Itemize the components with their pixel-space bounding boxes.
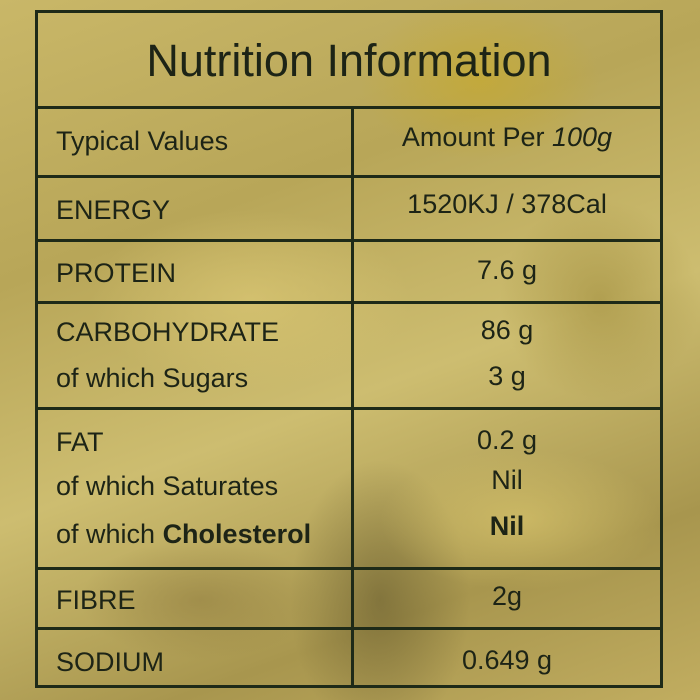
- row-label: PROTEIN: [56, 258, 177, 288]
- row-sub-label: of which Saturates: [56, 471, 279, 501]
- table-row-fibre: FIBRE 2g: [38, 567, 660, 628]
- row-label: FIBRE: [56, 585, 136, 615]
- header-amount-prefix: Amount Per: [401, 122, 552, 152]
- row-label: FAT: [56, 427, 104, 457]
- table-row-carbohydrate: CARBOHYDRATE 86 g of which Sugars 3 g: [38, 301, 660, 408]
- sub-label-bold: Cholesterol: [162, 519, 312, 549]
- table-row-sodium: SODIUM 0.649 g: [38, 627, 660, 690]
- column-divider: [351, 106, 354, 685]
- row-sub-value: Nil: [489, 511, 525, 541]
- nutrition-table: Nutrition Information Typical Values Amo…: [35, 10, 663, 688]
- row-sub-label: of which Cholesterol: [56, 510, 311, 558]
- row-sub-value: Nil: [491, 465, 523, 495]
- row-value: 86 g: [480, 315, 534, 345]
- sub-label-prefix: of which: [56, 519, 163, 549]
- table-row-protein: PROTEIN 7.6 g: [38, 239, 660, 302]
- header-amount-unit: 100g: [552, 122, 613, 152]
- row-sub-value: 3 g: [488, 361, 526, 391]
- row-value: 2g: [491, 581, 523, 611]
- row-sub-label: of which Sugars: [56, 363, 249, 393]
- row-value: 7.6 g: [476, 255, 538, 285]
- row-label: SODIUM: [56, 647, 164, 677]
- table-title: Nutrition Information: [146, 35, 552, 86]
- row-value: 0.2 g: [476, 425, 538, 455]
- row-label: CARBOHYDRATE: [56, 317, 280, 347]
- header-row: Typical Values Amount Per 100g: [38, 106, 660, 177]
- row-value: 1520KJ / 378Cal: [407, 189, 607, 219]
- table-row-energy: ENERGY 1520KJ / 378Cal: [38, 175, 660, 240]
- header-typical-values: Typical Values: [56, 126, 229, 156]
- row-label: ENERGY: [56, 195, 171, 225]
- table-row-fat: FAT 0.2 g of which Saturates Nil of whic…: [38, 407, 660, 568]
- row-value: 0.649 g: [461, 645, 553, 675]
- header-amount: Amount Per 100g: [354, 113, 660, 161]
